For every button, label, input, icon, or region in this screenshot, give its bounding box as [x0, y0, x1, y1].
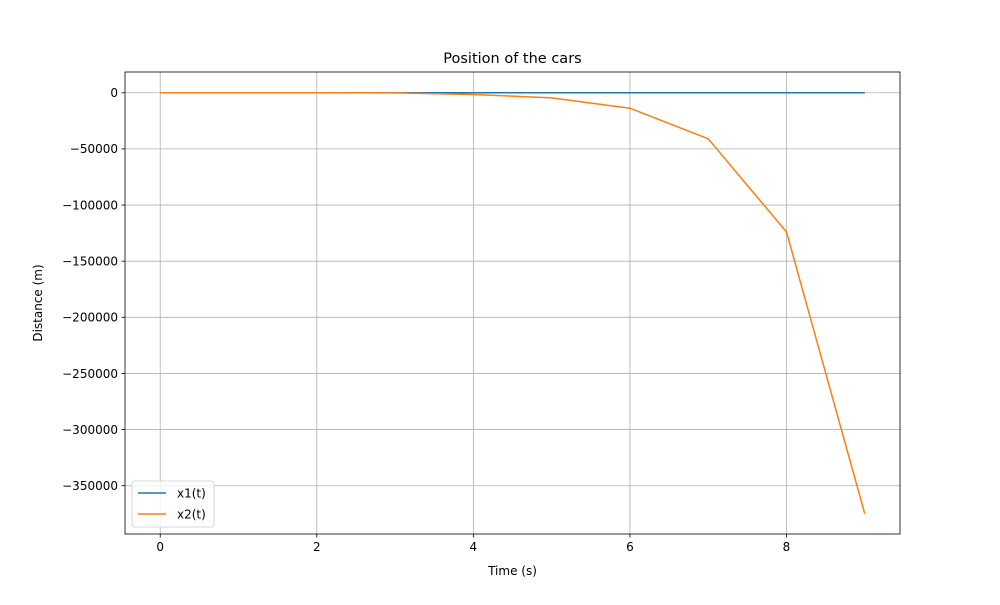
- y-axis-label: Distance (m): [31, 264, 45, 341]
- x-tick-label: 6: [626, 540, 634, 554]
- legend: x1(t) x2(t): [132, 481, 214, 527]
- y-tick-label: 0: [110, 86, 118, 100]
- x-tick-label: 4: [470, 540, 478, 554]
- y-tick-label: −100000: [62, 198, 118, 212]
- legend-label: x1(t): [177, 486, 206, 500]
- y-tick-label: −200000: [62, 311, 118, 325]
- x-tick-label: 8: [783, 540, 791, 554]
- chart-title: Position of the cars: [443, 51, 581, 67]
- x-axis-label: Time (s): [487, 564, 537, 578]
- y-tick-label: −350000: [62, 479, 118, 493]
- legend-label: x2(t): [177, 507, 206, 521]
- y-tick-label: −150000: [62, 254, 118, 268]
- y-tick-label: −50000: [70, 142, 118, 156]
- x-tick-label: 0: [156, 540, 164, 554]
- x-tick-label: 2: [313, 540, 321, 554]
- y-tick-label: −250000: [62, 367, 118, 381]
- y-tick-label: −300000: [62, 423, 118, 437]
